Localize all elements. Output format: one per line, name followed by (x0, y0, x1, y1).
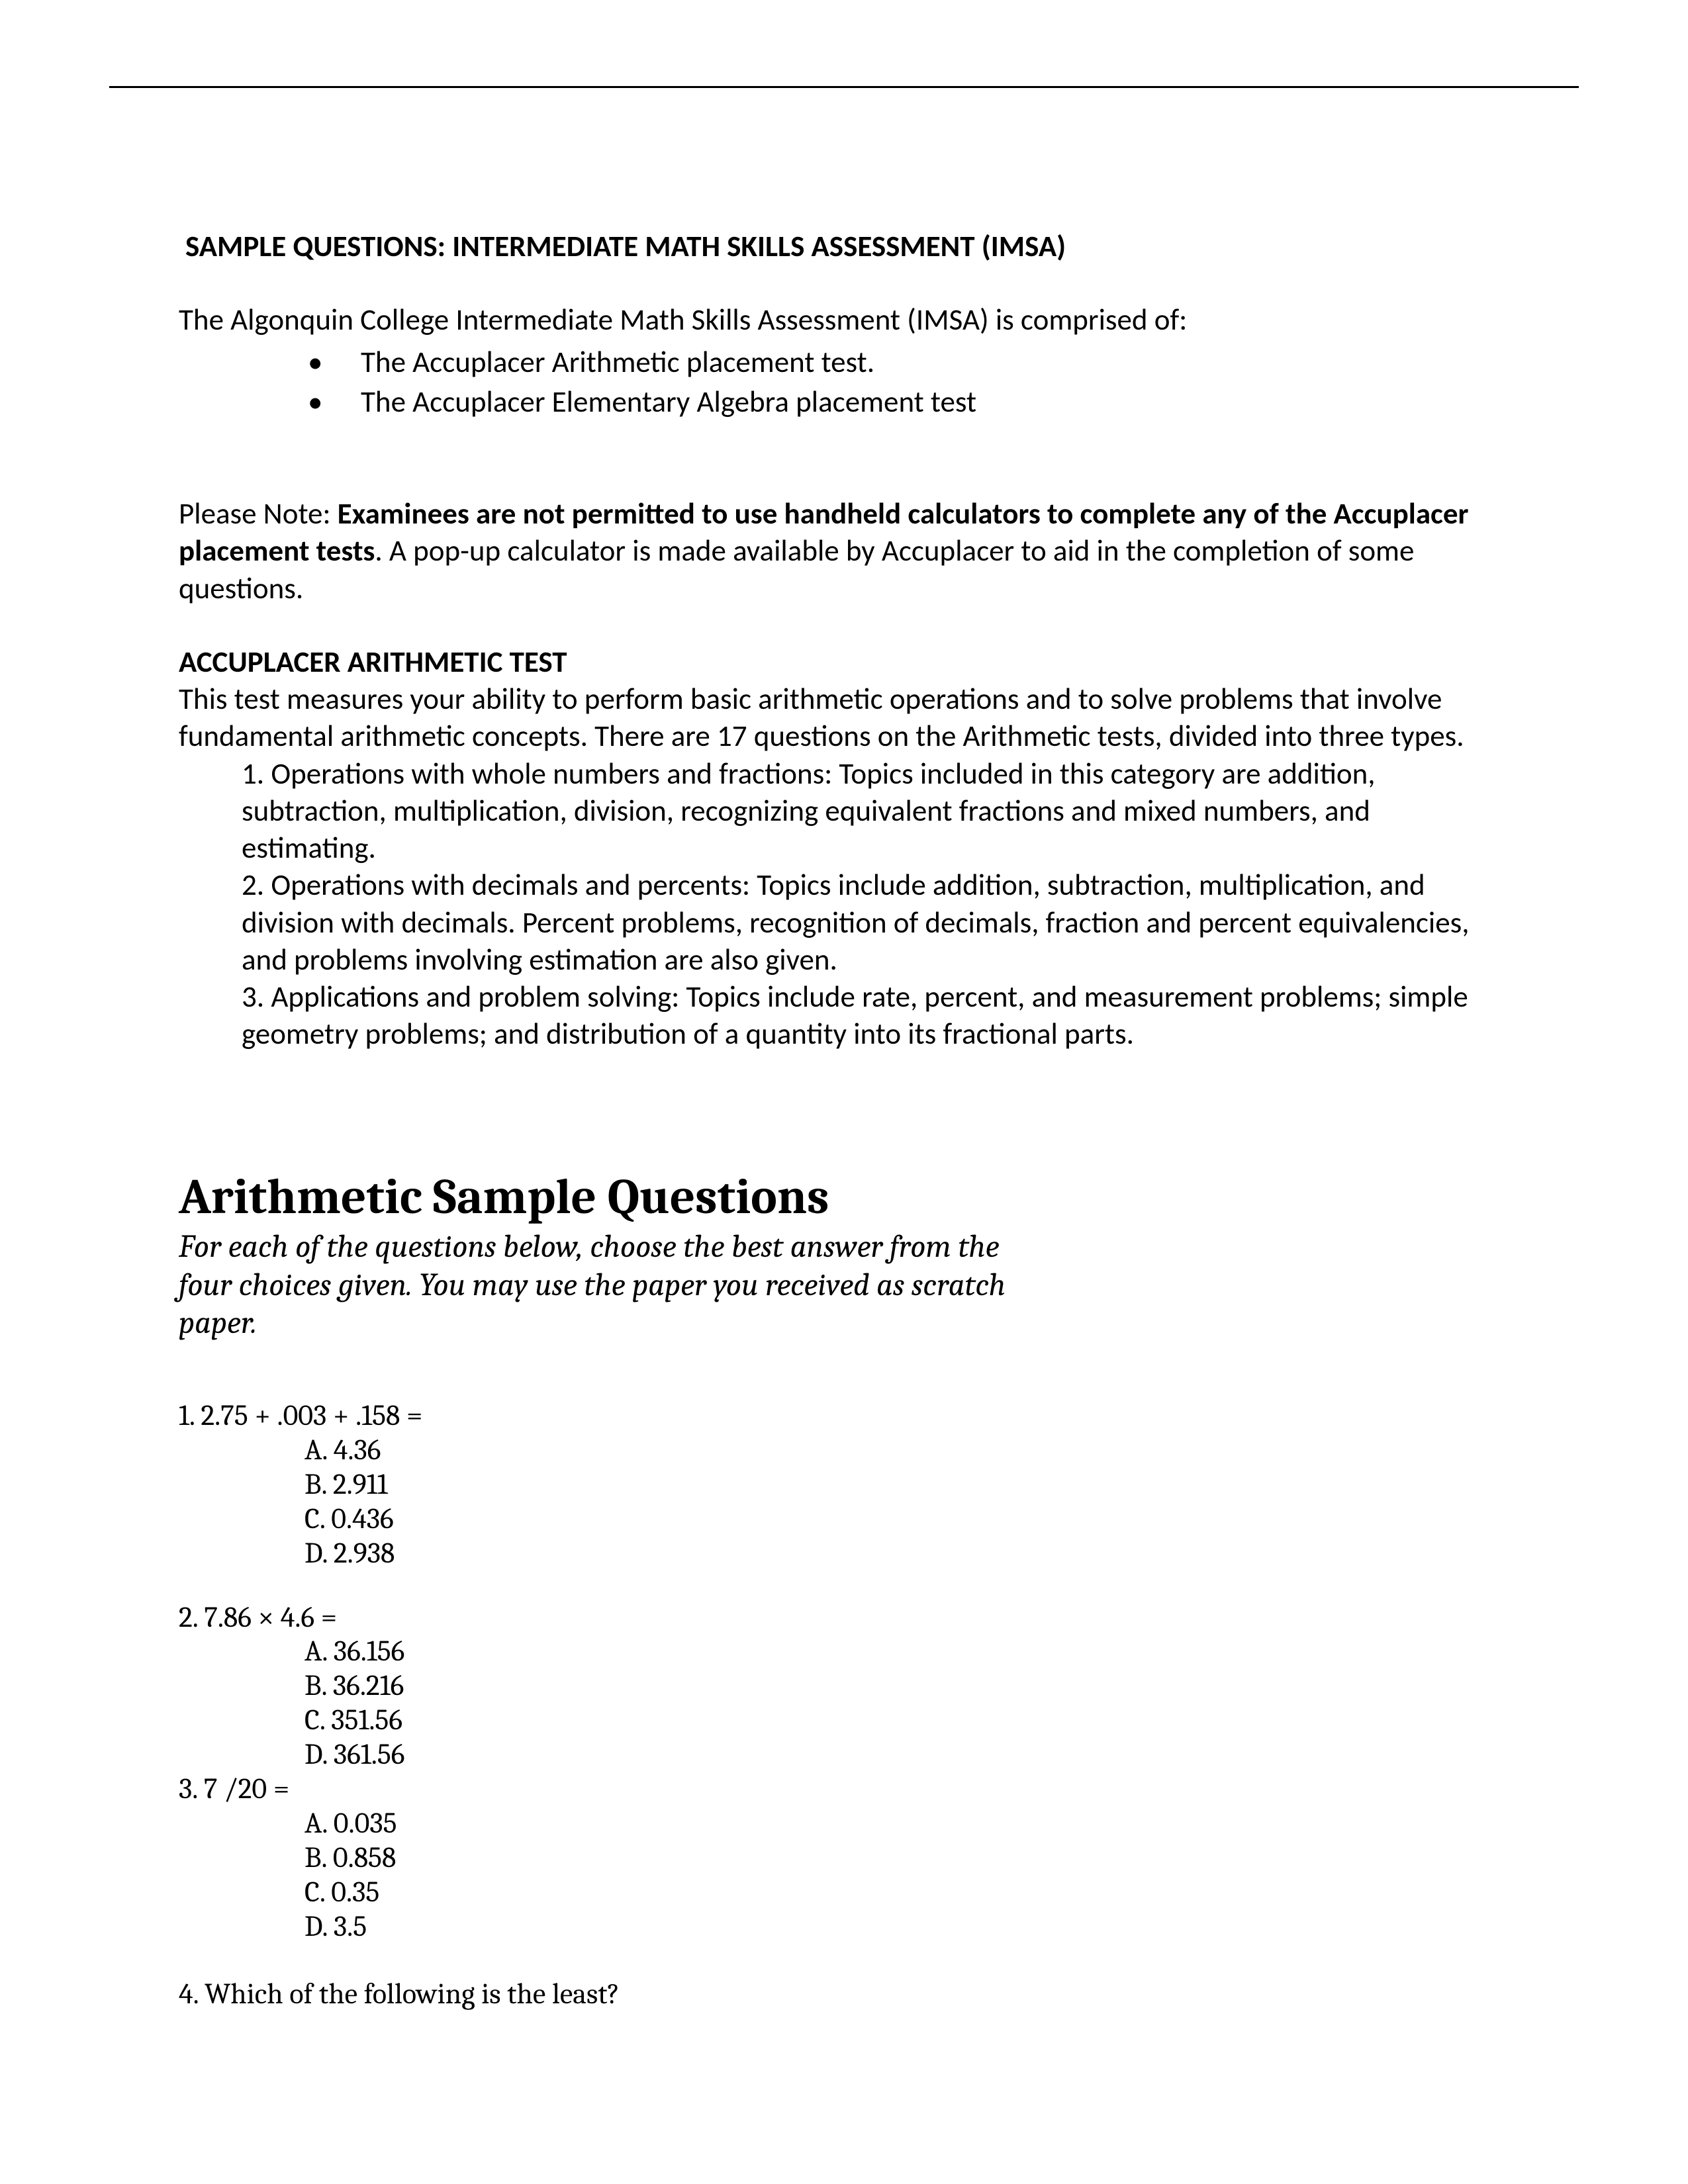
section-body: This test measures your ability to perfo… (179, 681, 1509, 756)
list-item: The Accuplacer Elementary Algebra placem… (308, 383, 1509, 423)
intro-text: The Algonquin College Intermediate Math … (179, 302, 1509, 339)
choice: B. 0.858 (305, 1841, 1509, 1875)
choice: B. 2.911 (305, 1467, 1509, 1502)
choice: D. 2.938 (305, 1536, 1509, 1570)
list-item: The Accuplacer Arithmetic placement test… (308, 343, 1509, 383)
topic-item: 1. Operations with whole numbers and fra… (242, 756, 1509, 868)
choices: A. 4.36 B. 2.911 C. 0.436 D. 2.938 (305, 1433, 1509, 1570)
choice: D. 361.56 (305, 1737, 1509, 1772)
question-1: 1. 2.75 + .003 + .158 = A. 4.36 B. 2.911… (179, 1398, 1509, 1570)
topic-item: 2. Operations with decimals and percents… (242, 867, 1509, 979)
question-stem: 2. 7.86 × 4.6 = (179, 1600, 1509, 1635)
question-4: 4. Which of the following is the least? (179, 1977, 1509, 2011)
choice: A. 0.035 (305, 1806, 1509, 1841)
choices: A. 0.035 B. 0.858 C. 0.35 D. 3.5 (305, 1806, 1509, 1944)
section-heading: ACCUPLACER ARITHMETIC TEST (179, 644, 1509, 681)
questions-block: 1. 2.75 + .003 + .158 = A. 4.36 B. 2.911… (179, 1398, 1509, 2011)
page-content: SAMPLE QUESTIONS: INTERMEDIATE MATH SKIL… (179, 228, 1509, 2041)
header-rule (109, 86, 1579, 88)
choice: C. 351.56 (305, 1703, 1509, 1737)
question-stem: 3. 7 /20 = (179, 1772, 1509, 1806)
question-3: 3. 7 /20 = A. 0.035 B. 0.858 C. 0.35 D. … (179, 1772, 1509, 1944)
choice: B. 36.216 (305, 1668, 1509, 1703)
choices: A. 36.156 B. 36.216 C. 351.56 D. 361.56 (305, 1634, 1509, 1772)
note-paragraph: Please Note: Examinees are not permitted… (179, 496, 1509, 608)
sample-questions-heading: Arithmetic Sample Questions (179, 1166, 1509, 1228)
choice: D. 3.5 (305, 1909, 1509, 1944)
topics-list: 1. Operations with whole numbers and fra… (242, 756, 1509, 1054)
question-stem: 1. 2.75 + .003 + .158 = (179, 1398, 1509, 1433)
choice: C. 0.436 (305, 1502, 1509, 1536)
choice: C. 0.35 (305, 1875, 1509, 1909)
question-2: 2. 7.86 × 4.6 = A. 36.156 B. 36.216 C. 3… (179, 1600, 1509, 1772)
component-list: The Accuplacer Arithmetic placement test… (308, 343, 1509, 424)
choice: A. 4.36 (305, 1433, 1509, 1467)
topic-item: 3. Applications and problem solving: Top… (242, 979, 1509, 1054)
choice: A. 36.156 (305, 1634, 1509, 1668)
document-title: SAMPLE QUESTIONS: INTERMEDIATE MATH SKIL… (185, 228, 1509, 265)
question-stem: 4. Which of the following is the least? (179, 1977, 1509, 2011)
note-prefix: Please Note: (179, 496, 338, 532)
instructions: For each of the questions below, choose … (179, 1228, 1006, 1342)
